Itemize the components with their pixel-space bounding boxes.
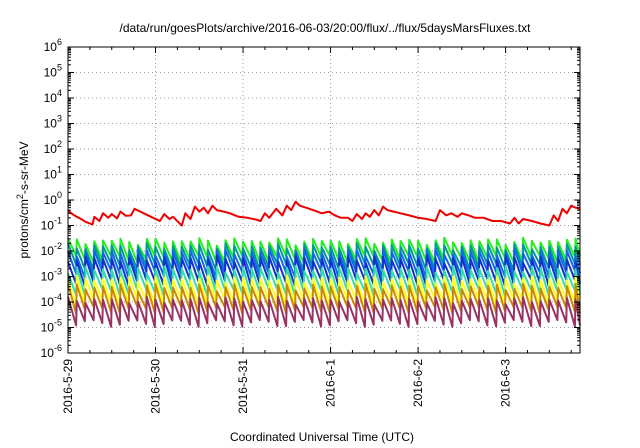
x-tick-label: 2016-5-29 [61, 359, 75, 414]
y-tick-label: 10-5 [41, 318, 62, 335]
x-tick-label: 2016-6-3 [499, 359, 513, 407]
x-tick-label: 2016-6-2 [411, 359, 425, 407]
y-tick-label: 103 [44, 114, 62, 131]
y-tick-label: 100 [44, 190, 62, 207]
y-axis-label-prefix: protons/cm [17, 199, 31, 258]
x-axis-ticks: 2016-5-29 2016-5-30 2016-5-31 2016-6-1 2016-… [61, 47, 572, 414]
series-line-8 [67, 295, 581, 328]
y-tick-label: 102 [44, 139, 62, 156]
y-tick-label: 106 [44, 37, 62, 54]
x-tick-label: 2016-5-30 [149, 359, 163, 414]
y-tick-label: 10-4 [41, 292, 62, 309]
y-tick-label: 101 [44, 165, 62, 182]
y-tick-label: 104 [44, 88, 62, 105]
chart-title: /data/run/goesPlots/archive/2016-06-03/2… [120, 21, 532, 35]
x-tick-label: 2016-5-31 [236, 359, 250, 414]
x-tick-label: 2016-6-1 [324, 359, 338, 407]
x-axis-label: Coordinated Universal Time (UTC) [230, 430, 414, 444]
series-line-0 [67, 200, 581, 227]
series-line-7 [67, 282, 581, 315]
y-axis-label: protons/cm2-s-sr-MeV [15, 141, 31, 258]
y-tick-label: 10-2 [41, 241, 62, 258]
series-lines [67, 200, 581, 328]
y-axis-label-superscript: 2 [15, 194, 25, 199]
y-tick-label: 10-6 [41, 343, 62, 360]
y-tick-label: 105 [44, 63, 62, 80]
y-axis-label-suffix: -s-sr-MeV [17, 141, 31, 194]
y-axis-ticks: 10-6 10-5 10-4 10-3 10-2 10-1 100 101 102 103 104 1… [41, 37, 580, 360]
y-tick-label: 10-1 [41, 216, 62, 233]
y-tick-label: 10-3 [41, 267, 62, 284]
